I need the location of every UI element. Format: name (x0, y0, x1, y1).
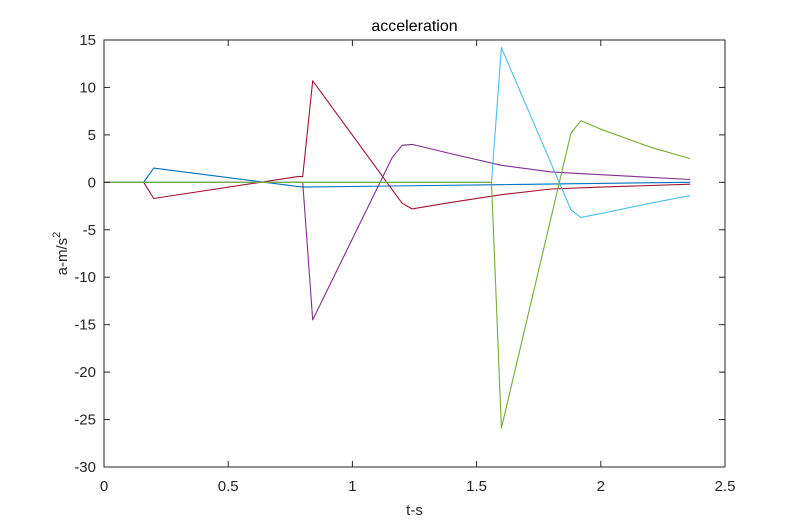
y-tick-label: -30 (74, 459, 96, 476)
y-tick-label: 10 (79, 79, 96, 96)
y-tick-label: 5 (88, 127, 96, 144)
y-axis-label: a-m/s2 (51, 232, 71, 276)
y-axis-label-exponent: 2 (51, 232, 63, 238)
ticks-layer: 0 0.5 1 1.5 2 2.5 15 10 5 0 -5 -10 -15 -20 -25 -30 (74, 32, 735, 495)
series-layer (104, 47, 691, 429)
series-line-3 (104, 143, 691, 321)
series-line-2 (104, 80, 691, 210)
x-tick-label: 2.5 (715, 478, 736, 495)
y-tick-label: 0 (88, 174, 96, 191)
y-tick-label: -15 (74, 317, 96, 334)
chart-title: acceleration (371, 18, 457, 35)
x-axis-label: t-s (406, 502, 423, 519)
y-tick-label: -20 (74, 364, 96, 381)
x-tick-label: 1.5 (466, 478, 487, 495)
axes-box (103, 39, 726, 468)
series-line-4 (104, 47, 691, 218)
x-tick-label: 2 (597, 478, 605, 495)
y-axis-label-base: a-m/s (54, 238, 71, 276)
series-line-5 (104, 120, 691, 429)
x-tick-label: 0 (100, 478, 108, 495)
y-tick-label: -10 (74, 269, 96, 286)
plot-area (104, 40, 725, 467)
y-tick-label: 15 (79, 32, 96, 49)
y-tick-label: -5 (83, 222, 96, 239)
x-tick-label: 0.5 (218, 478, 239, 495)
x-tick-label: 1 (348, 478, 356, 495)
y-tick-label: -25 (74, 412, 96, 429)
